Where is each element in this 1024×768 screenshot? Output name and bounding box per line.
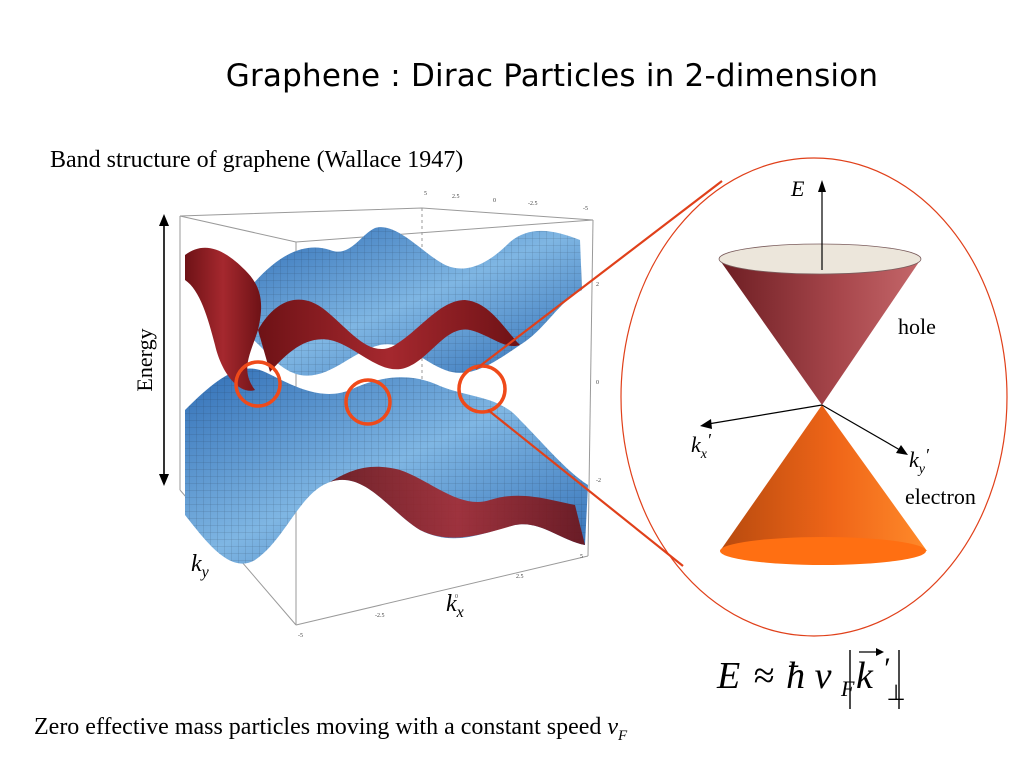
svg-text:k ′ ⊥: k ′ ⊥ bbox=[856, 645, 906, 705]
top-tick: -5 bbox=[583, 206, 588, 212]
dirac-cone bbox=[700, 180, 927, 565]
right-tick: 2 bbox=[596, 282, 599, 288]
eq-k: k bbox=[856, 655, 874, 697]
zoom-ellipse bbox=[620, 157, 1008, 637]
kx-axis-label: kx bbox=[446, 591, 464, 621]
electron-label: electron bbox=[905, 484, 976, 509]
energy-label: Energy bbox=[132, 328, 157, 391]
top-tick: 5 bbox=[424, 191, 427, 197]
cone-ky-label: ky′ bbox=[909, 445, 930, 477]
bottom-tick: 5 bbox=[580, 554, 583, 560]
electron-cone-base bbox=[720, 537, 926, 565]
top-tick: 0 bbox=[493, 198, 496, 204]
footer-F: F bbox=[618, 727, 628, 744]
dirac-point-circle bbox=[234, 360, 282, 408]
footer-sentence: Zero effective mass particles moving wit… bbox=[34, 714, 608, 740]
right-tick: -2 bbox=[596, 478, 601, 484]
top-tick: 2.5 bbox=[452, 194, 460, 200]
plot-ticks: 5 2.5 0 -2.5 -5 2 0 -2 -5 -2.5 0 2.5 5 bbox=[298, 191, 601, 639]
energy-arrow bbox=[159, 214, 169, 486]
eq-v: v bbox=[815, 655, 832, 697]
band-surface bbox=[185, 227, 588, 564]
zoom-connectors bbox=[475, 180, 723, 567]
eq-F: F bbox=[840, 676, 855, 701]
e-axis-arrowhead bbox=[818, 180, 826, 192]
footer-v: v bbox=[607, 714, 619, 740]
hole-label: hole bbox=[898, 314, 936, 339]
dirac-point-circle bbox=[344, 378, 392, 426]
eq-E: E bbox=[716, 655, 740, 697]
eq-kprime: ′ bbox=[882, 652, 889, 685]
hole-cone-top bbox=[718, 243, 922, 275]
ky-axis-arrowhead bbox=[896, 445, 908, 455]
eq-approx: ≈ bbox=[754, 655, 775, 697]
bottom-tick: 2.5 bbox=[516, 574, 524, 580]
lower-band-underside bbox=[330, 466, 585, 545]
bottom-tick: -2.5 bbox=[375, 613, 385, 619]
slide-title: Graphene : Dirac Particles in 2-dimensio… bbox=[225, 58, 879, 94]
cone-kx-label: kx′ bbox=[691, 430, 712, 462]
dirac-point-circle bbox=[457, 364, 507, 414]
eq-perp: ⊥ bbox=[886, 680, 905, 705]
hole-cone bbox=[719, 259, 921, 405]
upper-band-fold bbox=[185, 247, 262, 391]
upper-band-ridge bbox=[258, 299, 520, 372]
dirac-point-highlights bbox=[234, 360, 507, 426]
eq-hbar: ħ bbox=[786, 655, 805, 697]
ky-axis-label: ky bbox=[191, 551, 210, 581]
bottom-tick: 0 bbox=[455, 594, 458, 600]
top-tick: -2.5 bbox=[528, 201, 538, 207]
bottom-tick: -5 bbox=[298, 633, 303, 639]
dispersion-equation: E ≈ ħ v F k ′ ⊥ bbox=[716, 645, 906, 709]
cone-e-label: E bbox=[790, 176, 805, 201]
svg-text:E ≈ ħ: E ≈ ħ v F bbox=[716, 655, 855, 701]
footer-text: Zero effective mass particles moving wit… bbox=[34, 714, 627, 745]
kx-axis-arrowhead bbox=[700, 419, 712, 429]
subtitle: Band structure of graphene (Wallace 1947… bbox=[50, 147, 464, 173]
electron-cone bbox=[720, 405, 927, 551]
right-tick: 0 bbox=[596, 380, 599, 386]
